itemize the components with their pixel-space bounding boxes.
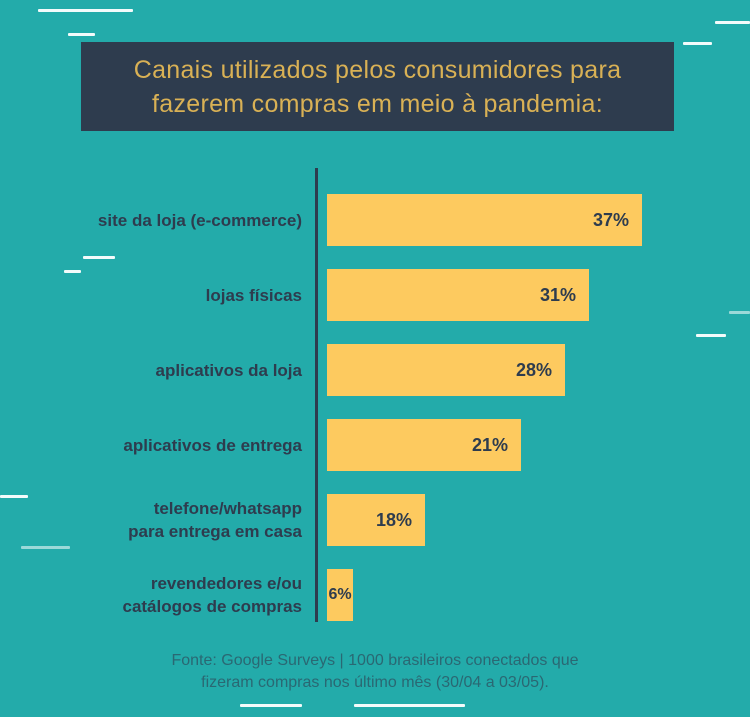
value-bar: 18% bbox=[327, 494, 425, 546]
decorative-dash bbox=[696, 334, 726, 337]
value-label: 21% bbox=[471, 434, 508, 455]
chart-row: aplicativos de entrega 21% bbox=[0, 419, 750, 471]
chart-row: telefone/whatsapp para entrega em casa 18… bbox=[0, 494, 750, 546]
decorative-dash bbox=[38, 9, 133, 12]
category-label: aplicativos de entrega bbox=[123, 435, 302, 455]
decorative-dash bbox=[0, 495, 28, 498]
decorative-dash bbox=[64, 270, 81, 273]
decorative-dash bbox=[68, 33, 95, 36]
value-bar: 37% bbox=[327, 194, 642, 246]
value-label: 18% bbox=[375, 509, 412, 530]
value-bar: 28% bbox=[327, 344, 565, 396]
source-note: Fonte: Google Surveys | 1000 brasileiros… bbox=[0, 650, 750, 694]
decorative-dash bbox=[729, 311, 750, 314]
chart-row: revendedores e/ou catálogos de compras 6% bbox=[0, 569, 750, 621]
value-label: 6% bbox=[328, 586, 352, 603]
chart-row: aplicativos da loja 28% bbox=[0, 344, 750, 396]
chart-row: lojas físicas 31% bbox=[0, 269, 750, 321]
chart-title-line1: Canais utilizados pelos consumidores par… bbox=[133, 55, 622, 84]
decorative-dash bbox=[715, 21, 750, 24]
decorative-dash bbox=[21, 546, 70, 549]
decorative-dash bbox=[683, 42, 712, 45]
category-label: site da loja (e-commerce) bbox=[97, 210, 302, 230]
decorative-dash bbox=[354, 704, 465, 707]
decorative-dash bbox=[240, 704, 302, 707]
decorative-dash bbox=[83, 256, 115, 259]
value-label: 37% bbox=[592, 209, 629, 230]
source-note-line2: fizeram compras nos último mês (30/04 a … bbox=[201, 674, 549, 691]
value-bar: 31% bbox=[327, 269, 589, 321]
category-label: lojas físicas bbox=[205, 285, 302, 305]
category-label: telefone/whatsapp para entrega em casa bbox=[128, 499, 302, 541]
value-label: 31% bbox=[539, 284, 576, 305]
category-label: revendedores e/ou catálogos de compras bbox=[122, 574, 302, 616]
value-label: 28% bbox=[515, 359, 552, 380]
category-label: aplicativos da loja bbox=[155, 360, 302, 380]
value-bar: 6% bbox=[327, 569, 353, 621]
source-note-line1: Fonte: Google Surveys | 1000 brasileiros… bbox=[171, 652, 579, 669]
value-bar: 21% bbox=[327, 419, 521, 471]
header-box: Canais utilizados pelos consumidores par… bbox=[81, 42, 674, 131]
chart-title-line2: fazerem compras em meio à pandemia: bbox=[152, 89, 603, 118]
axis-line bbox=[315, 168, 318, 622]
chart-row: site da loja (e-commerce) 37% bbox=[0, 194, 750, 246]
